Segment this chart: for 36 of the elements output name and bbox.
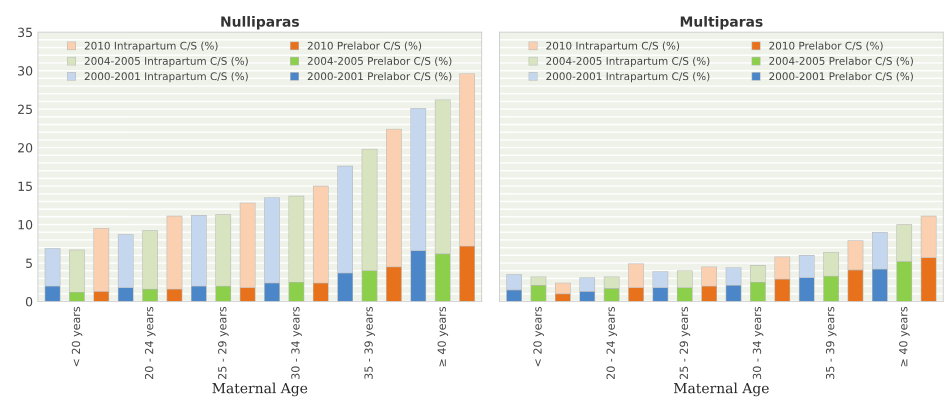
- x-tick-label: 35 - 39 years: [364, 306, 375, 379]
- legend-label: 2004-2005 Prelabor C/S (%): [769, 56, 913, 66]
- x-tick-label: 30 - 34 years: [752, 306, 764, 379]
- legend-label: 2010 Prelabor C/S (%): [308, 42, 422, 51]
- y-tick-label: 0: [26, 296, 32, 306]
- y-tick-label: 35: [18, 28, 32, 38]
- x-tick-label: ≥ 40 years: [438, 306, 448, 366]
- x-tick-label: 20 - 24 years: [606, 306, 618, 380]
- x-tick-label: 20 - 24 years: [144, 306, 156, 380]
- y-tick-label: 15: [18, 182, 32, 191]
- legend-label: 2004-2005 Prelabor C/S (%): [308, 56, 452, 66]
- x-tick-label: 30 - 34 years: [291, 306, 302, 379]
- chart-title: Multiparas: [680, 16, 763, 30]
- x-tick-label: < 20 years: [72, 306, 82, 366]
- y-tick-label: 30: [18, 66, 32, 76]
- legend-label: 2000-2001 Intrapartum C/S (%): [546, 72, 710, 82]
- legend-label: 2010 Intrapartum C/S (%): [84, 42, 218, 52]
- y-tick-label: 5: [26, 258, 32, 268]
- x-axis-title: Maternal Age: [212, 382, 308, 396]
- legend-label: 2004-2005 Intrapartum C/S (%): [546, 56, 710, 67]
- legend-label: 2000-2001 Prelabor C/S (%): [769, 72, 913, 82]
- legend-label: 2004-2005 Intrapartum C/S (%): [84, 56, 248, 67]
- legend-label: 2000-2001 Intrapartum C/S (%): [84, 72, 248, 82]
- x-tick-label: ≥ 40 years: [899, 306, 910, 366]
- x-axis-title: Maternal Age: [674, 382, 769, 396]
- legend-label: 2010 Prelabor C/S (%): [769, 42, 883, 51]
- x-tick-label: 25 - 29 years: [680, 306, 690, 380]
- x-tick-label: < 20 years: [533, 306, 544, 366]
- legend-label: 2010 Intrapartum C/S (%): [546, 42, 680, 52]
- y-tick-label: 20: [18, 143, 32, 153]
- x-tick-label: 35 - 39 years: [826, 306, 836, 379]
- chart-title: Nulliparas: [221, 16, 299, 30]
- x-tick-label: 25 - 29 years: [218, 306, 229, 380]
- y-tick-label: 25: [18, 104, 32, 114]
- legend-label: 2000-2001 Prelabor C/S (%): [308, 72, 452, 82]
- y-tick-label: 10: [18, 220, 32, 230]
